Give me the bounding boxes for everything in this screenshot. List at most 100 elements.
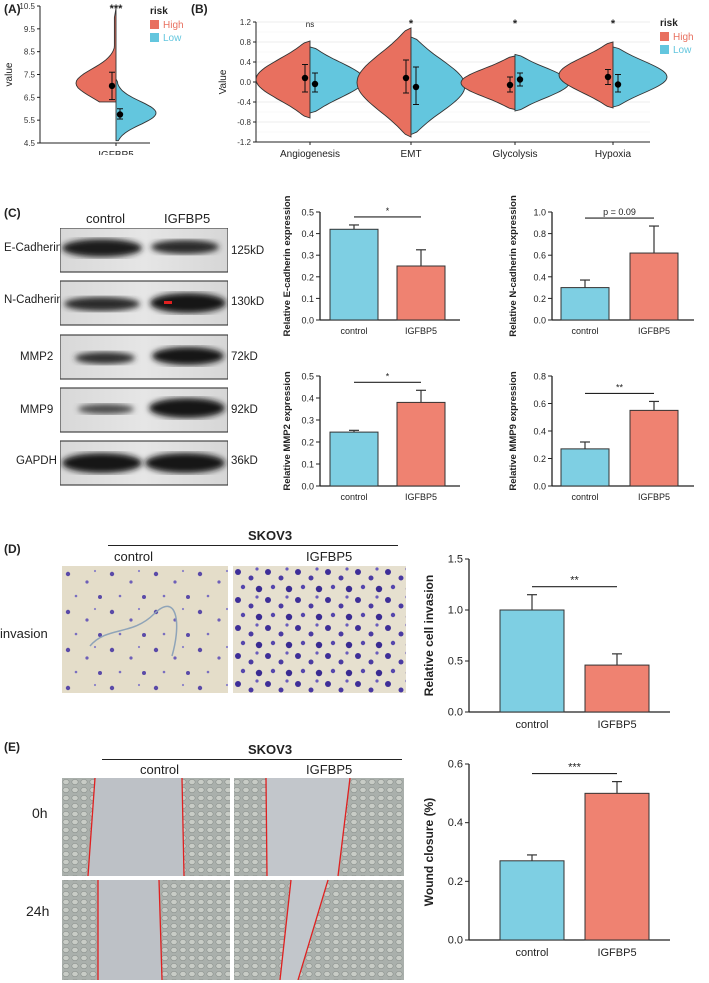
invasion-image-control bbox=[62, 566, 228, 693]
y-tick-label: 9.5 bbox=[24, 25, 36, 34]
panel-e-label: (E) bbox=[4, 740, 20, 754]
violin-high-igfbp5 bbox=[75, 8, 117, 103]
x-tick-label: Hypoxia bbox=[595, 149, 632, 160]
y-tick-label: 10.5 bbox=[19, 2, 35, 11]
y-tick-label: 0.0 bbox=[301, 482, 314, 492]
mean-point-low bbox=[412, 83, 420, 91]
mean-point-low bbox=[516, 76, 524, 83]
violin-high-glycolysis bbox=[460, 55, 516, 111]
blot-strip-gapdh bbox=[60, 440, 228, 486]
x-tick-label: IGFBP5 bbox=[638, 492, 670, 502]
x-tick-label: IGFBP5 bbox=[597, 719, 636, 730]
significance-label: ** bbox=[616, 382, 624, 392]
western-blot-image bbox=[60, 228, 228, 486]
y-axis-label: Relative cell invasion bbox=[422, 575, 436, 696]
y-axis-label: value bbox=[4, 62, 15, 86]
x-tick-label: Glycolysis bbox=[492, 149, 537, 160]
x-tick-label: control bbox=[515, 947, 548, 959]
y-tick-label: 0.1 bbox=[301, 294, 314, 304]
mean-point-high bbox=[301, 74, 309, 82]
bar-chart-invasion: 0.0 0.5 1.0 1.5 Relative cell invasion contro… bbox=[422, 554, 670, 730]
blot-strip-e-cadherin bbox=[60, 228, 228, 273]
bar-igfbp5 bbox=[396, 401, 446, 487]
bar-chart-mmp2: 0.0 0.1 0.2 0.3 0.4 0.5 Relative MMP2 expressi… bbox=[282, 371, 460, 502]
wound-image-24h-igfbp5 bbox=[234, 879, 404, 980]
y-tick-label: 0.2 bbox=[448, 876, 463, 888]
violin-high-emt bbox=[356, 27, 412, 138]
panel-c-label: (C) bbox=[4, 206, 21, 220]
significance-label: ** bbox=[570, 575, 579, 587]
blot-protein-mmp9: MMP9 bbox=[20, 404, 54, 416]
significance-label: ns bbox=[306, 20, 314, 29]
violin-high-hypoxia bbox=[558, 41, 614, 109]
panel-b-label: (B) bbox=[191, 2, 208, 16]
y-tick-label: 1.5 bbox=[448, 554, 463, 566]
x-tick-label: IGFBP5 bbox=[98, 150, 134, 155]
wound-row-0h: 0h bbox=[32, 805, 48, 821]
y-tick-label: 0.5 bbox=[301, 372, 314, 382]
y-tick-label: 0.4 bbox=[533, 427, 546, 437]
bar-chart-e-cadherin: 0.0 0.1 0.2 0.3 0.4 0.5 Relative E-cadherin ex… bbox=[282, 195, 460, 336]
bar-control bbox=[560, 448, 610, 487]
legend-label-high: High bbox=[673, 32, 694, 43]
x-tick-label: control bbox=[571, 492, 598, 502]
y-tick-label: 0.4 bbox=[301, 229, 314, 239]
bar-control bbox=[329, 431, 379, 487]
blot-column-igfbp5: IGFBP5 bbox=[164, 211, 211, 226]
blot-size-92kd: 92kD bbox=[231, 404, 258, 416]
bar-igfbp5 bbox=[629, 252, 679, 321]
y-tick-label: 0.0 bbox=[533, 482, 546, 492]
mean-point-low bbox=[311, 80, 319, 88]
significance-label: * bbox=[611, 18, 616, 30]
significance-label: * bbox=[513, 18, 518, 30]
y-tick-label: 0.0 bbox=[533, 316, 546, 326]
violin-high-angiogenesis bbox=[255, 40, 311, 119]
bar-chart-wound: 0.0 0.2 0.4 0.6 Wound closure (%) control IGFB… bbox=[422, 759, 670, 959]
mean-point-low bbox=[116, 111, 124, 118]
violin-chart-b: -1.2 -0.8 -0.4 0.0 0.4 0.8 1.2 Value Angiogenesi… bbox=[218, 18, 694, 160]
wound-image-0h-igfbp5 bbox=[234, 778, 404, 877]
wound-column-igfbp5: IGFBP5 bbox=[306, 762, 353, 777]
significance-label: *** bbox=[568, 762, 582, 774]
x-tick-label: IGFBP5 bbox=[597, 947, 636, 959]
legend-swatch-high bbox=[150, 20, 159, 29]
y-tick-label: 1.0 bbox=[448, 605, 463, 617]
panel-a-label: (A) bbox=[4, 2, 21, 16]
y-tick-label: 0.5 bbox=[301, 208, 314, 218]
violin-chart-a: 4.5 5.5 6.5 7.5 8.5 9.5 10.5 value IGFBP5 *** risk… bbox=[4, 2, 184, 155]
bar-igfbp5 bbox=[584, 664, 650, 713]
legend-label-low: Low bbox=[163, 33, 182, 44]
mean-point-high bbox=[402, 74, 410, 82]
y-tick-label: 1.2 bbox=[240, 18, 252, 27]
y-tick-label: 0.2 bbox=[533, 294, 546, 304]
y-tick-label: 7.5 bbox=[24, 71, 36, 80]
legend-swatch-low bbox=[660, 45, 669, 54]
legend-title: risk bbox=[660, 18, 678, 29]
wound-image-grid bbox=[62, 778, 404, 980]
y-tick-label: 0.4 bbox=[448, 817, 463, 829]
bar-chart-n-cadherin: 0.0 0.2 0.4 0.6 0.8 1.0 Relative N-cadherin ex… bbox=[508, 195, 694, 337]
invasion-image-igfbp5 bbox=[233, 566, 406, 693]
legend-label-low: Low bbox=[673, 45, 692, 56]
blot-column-control: control bbox=[86, 211, 126, 226]
x-tick-label: Angiogenesis bbox=[280, 149, 340, 160]
legend-title: risk bbox=[150, 6, 168, 17]
mean-point-high bbox=[604, 73, 612, 81]
blot-strip-mmp9 bbox=[60, 387, 228, 433]
y-tick-label: 0.0 bbox=[448, 935, 463, 947]
x-tick-label: IGFBP5 bbox=[405, 492, 437, 502]
y-tick-label: 0.2 bbox=[301, 272, 314, 282]
y-tick-label: 0.8 bbox=[533, 229, 546, 239]
significance-label: *** bbox=[110, 3, 124, 15]
invasion-header-line bbox=[108, 545, 398, 547]
invasion-column-igfbp5: IGFBP5 bbox=[306, 549, 353, 564]
y-axis-label: Relative N-cadherin expression bbox=[508, 195, 519, 337]
y-tick-label: 0.4 bbox=[240, 58, 252, 67]
bar-control bbox=[499, 860, 565, 941]
bar-control bbox=[560, 287, 610, 321]
violin-low-hypoxia bbox=[612, 46, 668, 108]
y-tick-label: 0.0 bbox=[301, 316, 314, 326]
x-tick-label: control bbox=[340, 492, 367, 502]
y-tick-label: 0.6 bbox=[448, 759, 463, 771]
y-tick-label: 0.4 bbox=[533, 272, 546, 282]
